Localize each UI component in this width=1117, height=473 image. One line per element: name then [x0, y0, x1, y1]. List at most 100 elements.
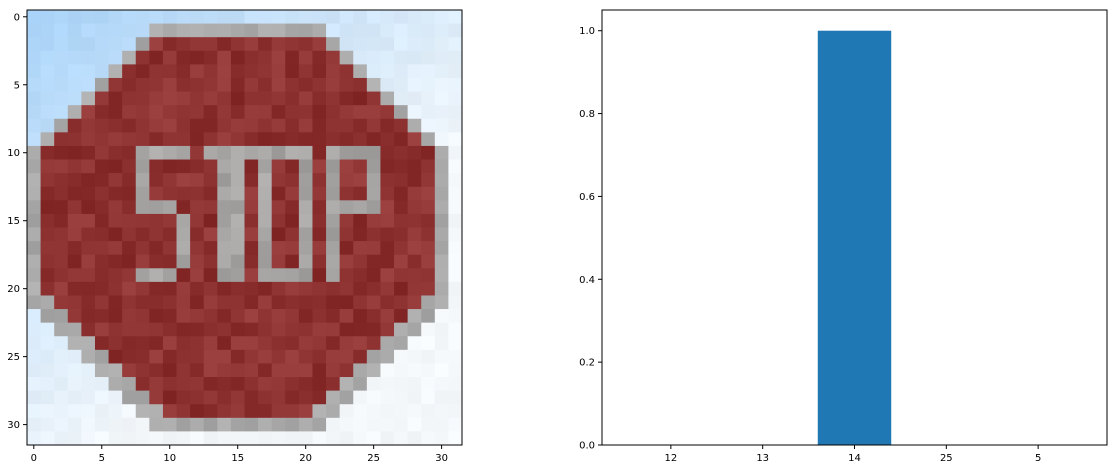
image-pixel — [312, 363, 327, 378]
image-pixel — [81, 37, 96, 52]
image-pixel — [244, 349, 259, 364]
image-pixel — [394, 227, 409, 242]
image-pixel — [203, 213, 218, 228]
image-pixel — [380, 105, 395, 120]
image-pixel — [203, 159, 218, 174]
image-pixel — [448, 309, 463, 324]
image-pixel — [190, 336, 205, 351]
image-pixel — [271, 268, 286, 283]
image-pixel — [244, 363, 259, 378]
image-pixel — [434, 431, 449, 446]
image-pixel — [285, 349, 300, 364]
image-pixel — [407, 132, 422, 147]
image-pixel — [421, 281, 436, 296]
image-pixel — [81, 159, 96, 174]
image-y-tick-label: 10 — [7, 148, 20, 159]
image-pixel — [81, 10, 96, 24]
image-pixel — [421, 145, 436, 160]
image-pixel — [190, 10, 205, 24]
image-pixel — [407, 105, 422, 120]
image-pixel — [244, 241, 259, 256]
image-pixel — [176, 37, 191, 52]
image-pixel — [162, 431, 177, 446]
image-pixel — [190, 349, 205, 364]
image-pixel — [190, 105, 205, 120]
image-pixel — [67, 159, 82, 174]
image-pixel — [94, 377, 109, 392]
image-pixel — [217, 349, 232, 364]
image-pixel — [54, 431, 69, 446]
image-pixel — [312, 23, 327, 38]
image-pixel — [298, 349, 313, 364]
image-pixel — [108, 227, 123, 242]
image-pixel — [190, 295, 205, 310]
image-pixel — [434, 132, 449, 147]
image-pixel — [285, 105, 300, 120]
image-pixel — [81, 363, 96, 378]
image-pixel — [67, 254, 82, 269]
image-pixel — [339, 390, 354, 405]
image-pixel — [162, 173, 177, 188]
image-pixel — [149, 349, 164, 364]
image-pixel — [27, 186, 41, 201]
image-pixel — [326, 336, 341, 351]
image-pixel — [81, 431, 96, 446]
image-pixel — [67, 241, 82, 256]
image-pixel — [54, 173, 69, 188]
image-pixel — [421, 431, 436, 446]
image-pixel — [122, 254, 137, 269]
image-pixel — [81, 186, 96, 201]
image-pixel — [203, 105, 218, 120]
image-pixel — [244, 91, 259, 106]
image-pixel — [366, 241, 381, 256]
image-pixel — [448, 404, 463, 419]
image-pixel — [94, 254, 109, 269]
image-pixel — [271, 227, 286, 242]
image-pixel — [353, 363, 368, 378]
image-pixel — [149, 377, 164, 392]
image-pixel — [217, 390, 232, 405]
image-pixel — [135, 322, 150, 337]
image-pixel — [217, 50, 232, 65]
image-pixel — [448, 268, 463, 283]
image-pixel — [258, 118, 273, 133]
image-pixel — [135, 404, 150, 419]
image-pixel — [434, 390, 449, 405]
image-pixel — [326, 377, 341, 392]
image-pixel — [258, 37, 273, 52]
image-pixel — [217, 145, 232, 160]
image-pixel — [176, 77, 191, 92]
image-pixel — [190, 417, 205, 432]
image-pixel — [448, 132, 463, 147]
image-pixel — [380, 64, 395, 79]
image-pixel — [203, 336, 218, 351]
image-pixel — [271, 213, 286, 228]
image-pixel — [108, 404, 123, 419]
image-pixel — [434, 227, 449, 242]
image-pixel — [394, 241, 409, 256]
image-pixel — [203, 241, 218, 256]
image-pixel — [217, 281, 232, 296]
image-pixel — [353, 159, 368, 174]
image-pixel — [285, 145, 300, 160]
image-pixel — [203, 145, 218, 160]
bar-y-tick-label: 1.0 — [579, 26, 595, 37]
image-pixel — [271, 186, 286, 201]
image-pixel — [54, 118, 69, 133]
image-pixel — [353, 268, 368, 283]
image-pixel — [285, 91, 300, 106]
image-pixel — [421, 390, 436, 405]
image-pixel — [312, 390, 327, 405]
image-pixel — [40, 377, 55, 392]
image-pixel — [366, 173, 381, 188]
image-pixel — [448, 254, 463, 269]
image-pixel — [448, 159, 463, 174]
image-pixel — [27, 254, 41, 269]
image-pixel — [149, 404, 164, 419]
image-pixel — [230, 309, 245, 324]
image-pixel — [108, 309, 123, 324]
image-pixel — [54, 254, 69, 269]
image-pixel — [271, 145, 286, 160]
image-pixel — [108, 281, 123, 296]
image-pixel — [190, 118, 205, 133]
